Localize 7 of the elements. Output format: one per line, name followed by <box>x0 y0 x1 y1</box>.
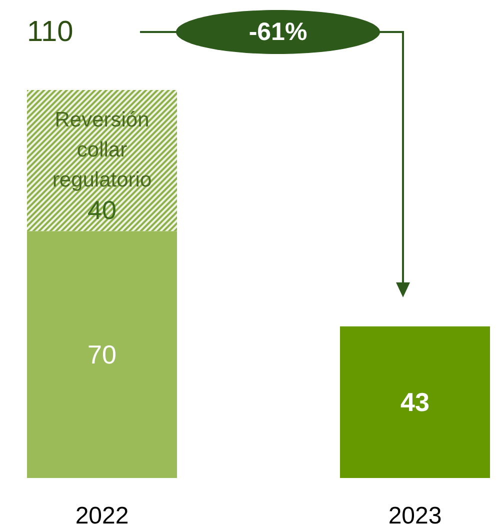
series-label: Reversión collar regulatorio <box>52 108 152 192</box>
x-tick-label: 2022 <box>75 502 129 530</box>
data-label: 70 <box>88 340 116 370</box>
text: -61% <box>248 18 308 46</box>
total-label: 110 <box>27 16 74 48</box>
data-label: 43 <box>400 387 430 418</box>
x-tick-label: 2023 <box>388 502 442 530</box>
